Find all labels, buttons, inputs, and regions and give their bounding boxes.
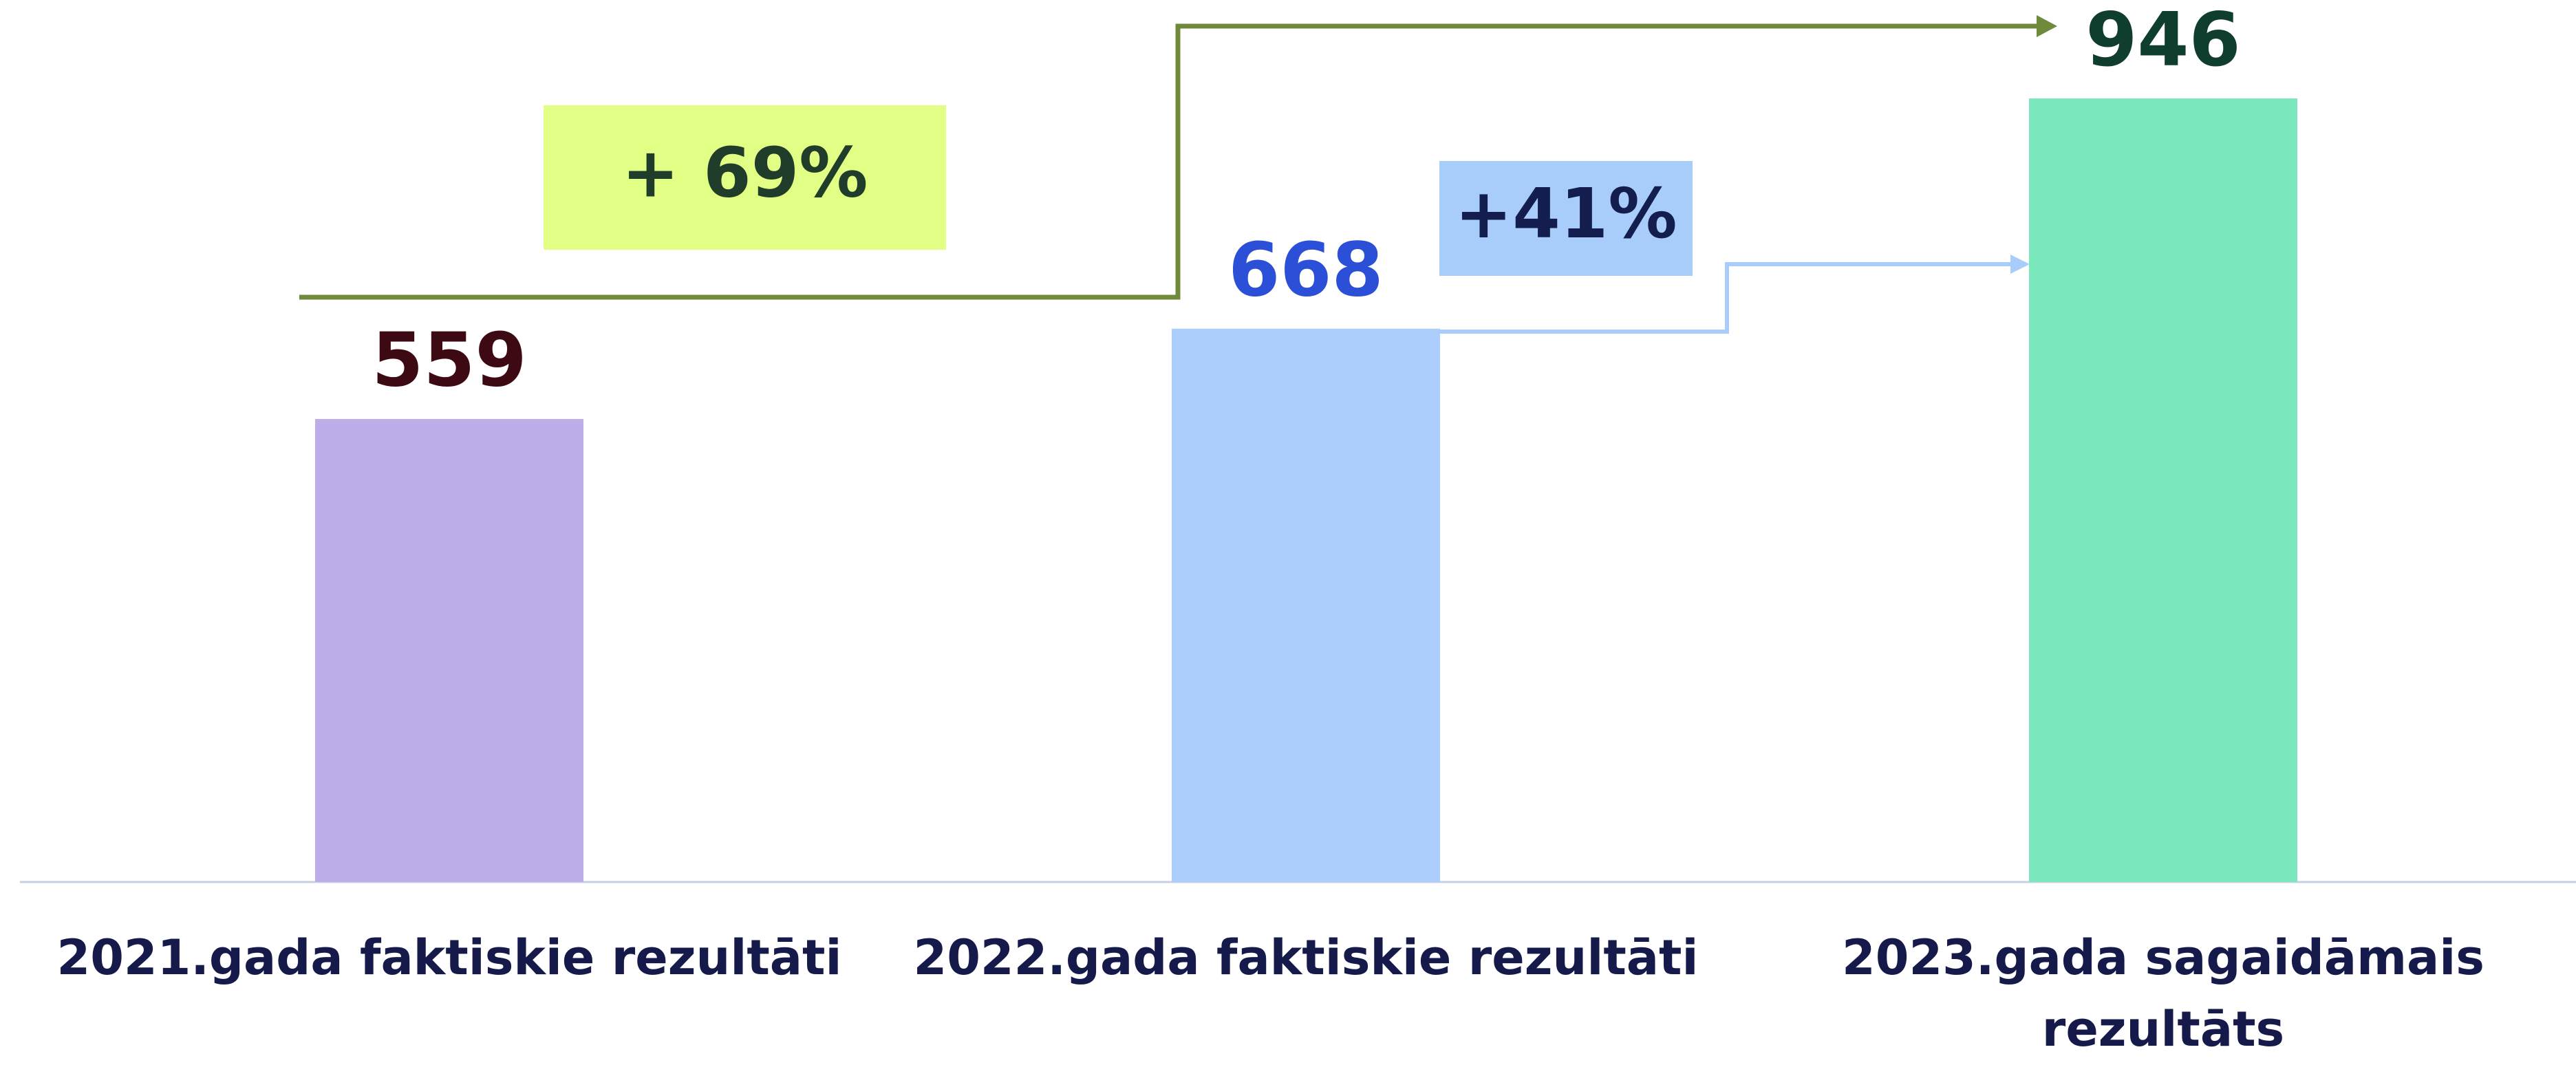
annotation: + 69% <box>622 132 868 213</box>
bar <box>2029 98 2297 883</box>
value-label: 668 <box>1228 228 1383 314</box>
value-label: 559 <box>372 318 526 404</box>
category-label: 2021.gada faktiskie rezultāti <box>56 929 842 986</box>
annotation-box <box>544 105 946 250</box>
bar <box>315 418 583 882</box>
connector <box>299 23 2047 300</box>
connector <box>1439 262 2019 334</box>
category-label: 2023.gada sagaidāmais rezultāts <box>1842 929 2484 1057</box>
annotation-box <box>1439 161 1693 276</box>
value-label: 946 <box>2085 0 2240 83</box>
bar <box>1172 328 1440 882</box>
arrow-head <box>2010 255 2030 274</box>
arrow-head <box>2037 15 2057 37</box>
category-label: 2022.gada faktiskie rezultāti <box>913 929 1699 986</box>
annotation: +41% <box>1455 173 1677 254</box>
